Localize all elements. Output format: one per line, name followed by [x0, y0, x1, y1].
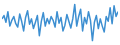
plot-area	[2, 4, 118, 40]
chart	[0, 0, 120, 45]
series-line	[2, 4, 118, 40]
